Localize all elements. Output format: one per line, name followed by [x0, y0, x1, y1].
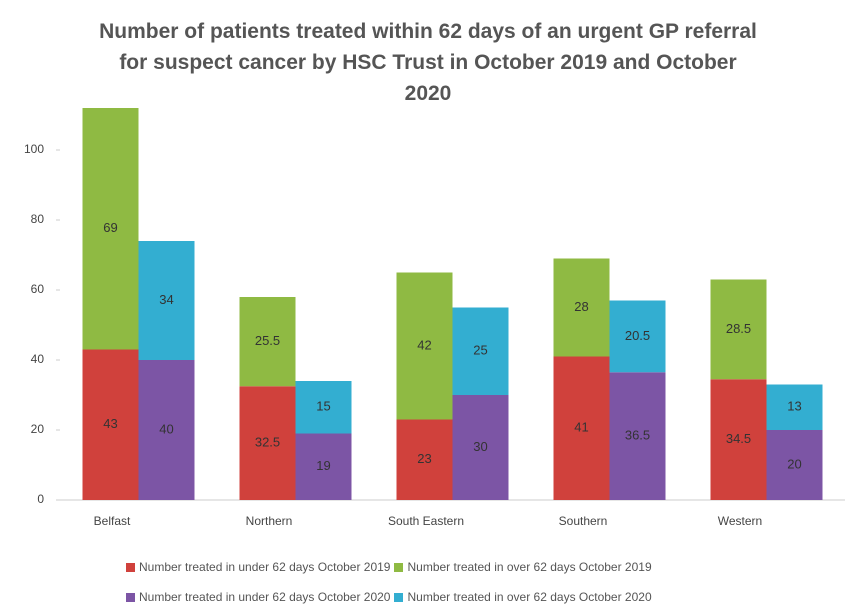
data-label: 32.5 — [255, 435, 280, 450]
x-tick-label: Northern — [246, 514, 293, 528]
bar-segment — [553, 356, 610, 500]
data-label: 28.5 — [726, 321, 751, 336]
bar-segment — [396, 419, 453, 500]
bar-segment — [609, 372, 666, 500]
x-tick-label: South Eastern — [388, 514, 464, 528]
bar-segment — [710, 279, 767, 380]
x-tick-label: Western — [718, 514, 762, 528]
data-label: 23 — [417, 451, 431, 466]
legend-label: Number treated in over 62 days October 2… — [407, 590, 652, 604]
bar-segment — [452, 395, 509, 500]
data-label: 30 — [473, 439, 487, 454]
data-label: 34 — [159, 292, 173, 307]
legend-label: Number treated in under 62 days October … — [139, 590, 391, 604]
legend-item: Number treated in under 62 days October … — [126, 590, 390, 604]
legend-item: Number treated in over 62 days October 2… — [394, 560, 652, 574]
data-label: 25.5 — [255, 333, 280, 348]
data-label: 36.5 — [625, 428, 650, 443]
legend-item: Number treated in under 62 days October … — [126, 560, 390, 574]
x-tick-label: Southern — [559, 514, 608, 528]
bar-segment — [295, 381, 352, 434]
legend-item: Number treated in over 62 days October 2… — [394, 590, 652, 604]
legend: Number treated in under 62 days October … — [126, 560, 652, 604]
y-tick-label: 80 — [31, 212, 45, 226]
data-label: 42 — [417, 337, 431, 352]
data-label: 40 — [159, 421, 173, 436]
legend-swatch — [394, 562, 404, 572]
bar-segment — [138, 241, 195, 360]
data-label: 20 — [787, 456, 801, 471]
bar-segment — [239, 386, 296, 500]
x-tick-label: Belfast — [94, 514, 131, 528]
data-label: 41 — [574, 420, 588, 435]
data-label: 25 — [473, 343, 487, 358]
data-label: 28 — [574, 299, 588, 314]
legend-label: Number treated in over 62 days October 2… — [407, 560, 652, 574]
y-tick-label: 20 — [31, 422, 45, 436]
bar-segment — [239, 297, 296, 387]
y-tick-label: 100 — [24, 142, 44, 156]
data-label: 15 — [316, 399, 330, 414]
bar-segment — [82, 108, 139, 350]
legend-swatch — [394, 592, 404, 602]
bar-segment — [553, 258, 610, 357]
data-label: 69 — [103, 220, 117, 235]
data-label: 43 — [103, 416, 117, 431]
bar-segment — [396, 272, 453, 420]
bar-segment — [138, 360, 195, 500]
legend-label: Number treated in under 62 days October … — [139, 560, 391, 574]
bar-segment — [766, 430, 823, 500]
data-label: 13 — [787, 399, 801, 414]
data-label: 19 — [316, 458, 330, 473]
bar-segment — [82, 349, 139, 500]
bar-segment — [766, 384, 823, 430]
chart-title: Number of patients treated within 62 day… — [99, 20, 757, 105]
data-label: 34.5 — [726, 431, 751, 446]
legend-swatch — [126, 592, 135, 602]
y-tick-label: 60 — [31, 282, 45, 296]
y-tick-label: 0 — [37, 492, 44, 506]
y-tick-label: 40 — [31, 352, 45, 366]
bar-segment — [710, 379, 767, 500]
legend-swatch — [126, 562, 135, 572]
data-label: 20.5 — [625, 328, 650, 343]
bar-segment — [452, 307, 509, 395]
bar-segment — [295, 433, 352, 500]
bar-segment — [609, 300, 666, 373]
